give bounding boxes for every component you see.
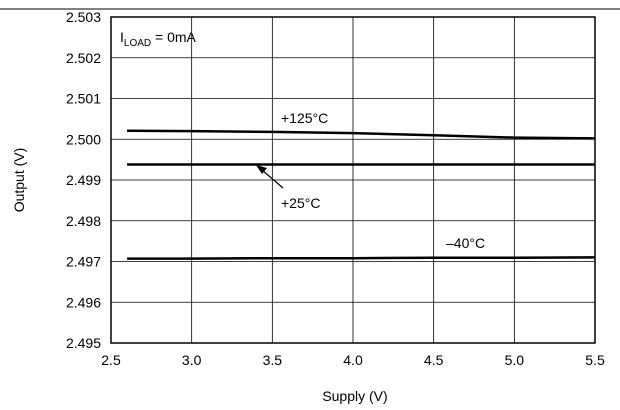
series-label-125c: +125°C <box>281 110 328 126</box>
x-tick-label: 2.5 <box>101 352 121 368</box>
y-tick-label: 2.496 <box>66 294 101 310</box>
y-tick-label: 2.501 <box>66 91 101 107</box>
series-label-minus40c: –40°C <box>446 235 485 251</box>
x-tick-label: 4.0 <box>343 352 363 368</box>
grid <box>111 17 595 343</box>
x-tick-label: 5.0 <box>505 352 525 368</box>
load-condition-label: ILOAD = 0mA <box>120 29 197 49</box>
x-tick-label: 5.5 <box>585 352 605 368</box>
x-axis-title: Supply (V) <box>322 388 387 404</box>
y-tick-label: 2.502 <box>66 50 101 66</box>
y-tick-label: 2.495 <box>66 335 101 351</box>
series-line-0 <box>127 129 596 140</box>
y-tick-label: 2.500 <box>66 131 101 147</box>
annotation-arrow-25c <box>256 165 284 189</box>
y-axis-title: Output (V) <box>11 148 27 213</box>
x-tick-labels: 2.5 3.0 3.5 4.0 4.5 5.0 5.5 <box>101 352 605 368</box>
y-tick-labels: 2.495 2.496 2.497 2.498 2.499 2.500 2.501 2.502… <box>66 9 101 351</box>
x-tick-label: 3.5 <box>263 352 283 368</box>
y-tick-label: 2.497 <box>66 254 101 270</box>
y-tick-label: 2.498 <box>66 213 101 229</box>
y-tick-label: 2.499 <box>66 172 101 188</box>
series-label-25c: +25°C <box>281 195 320 211</box>
series-line-2 <box>127 256 596 260</box>
y-tick-label: 2.503 <box>66 9 101 25</box>
series-group <box>127 129 596 260</box>
plot-frame <box>110 16 596 344</box>
x-tick-label: 4.5 <box>424 352 444 368</box>
x-tick-label: 3.0 <box>182 352 202 368</box>
